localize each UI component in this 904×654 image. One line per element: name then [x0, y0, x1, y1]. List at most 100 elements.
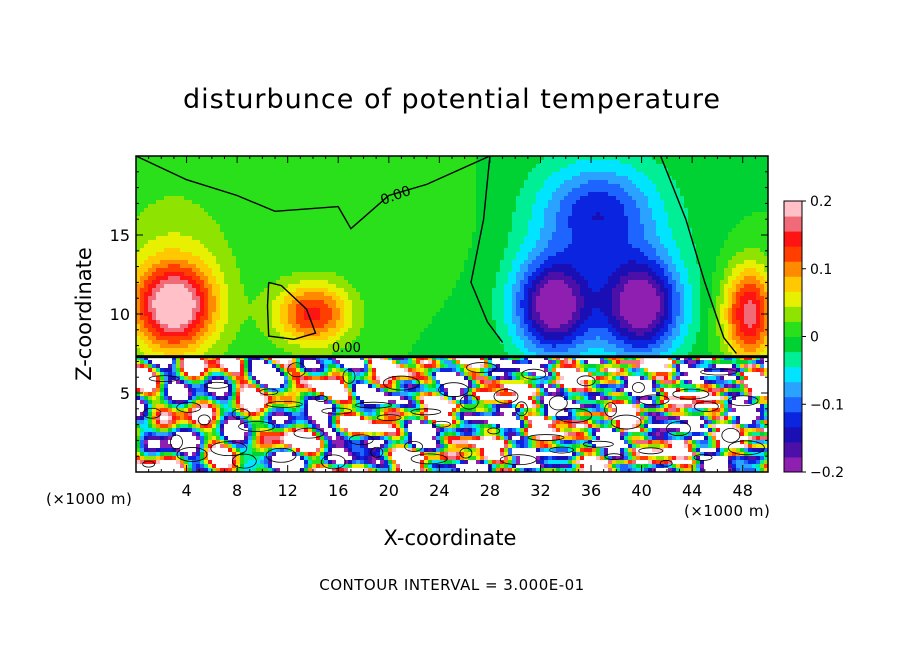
bl-contour — [515, 401, 528, 417]
bl-contour — [176, 401, 202, 413]
bl-contour — [521, 368, 547, 380]
bl-contour — [727, 395, 759, 407]
bl-contour — [265, 400, 303, 408]
colorbar-swatch — [784, 291, 802, 307]
bl-contour — [370, 446, 384, 458]
colorbar-swatch — [784, 336, 802, 353]
x-axis-label: X-coordinate — [383, 526, 517, 550]
x-tick-label: 32 — [530, 481, 550, 500]
bl-contour — [666, 421, 691, 437]
y-tick-label: 5 — [120, 384, 130, 403]
bl-contour — [142, 460, 156, 468]
colorbar-swatch — [784, 216, 802, 232]
bl-contour — [659, 459, 673, 467]
colorbar-tick-label: −0.1 — [810, 397, 844, 413]
contour-line-0 — [136, 156, 491, 230]
bl-contour — [499, 454, 537, 466]
colorbar-tick-label: −0.2 — [810, 465, 844, 481]
y-tick-label: 10 — [110, 305, 130, 324]
bl-contour — [287, 362, 307, 378]
colorbar-swatch — [784, 246, 802, 262]
x-tick-label: 48 — [733, 481, 753, 500]
bl-contour — [638, 394, 670, 406]
bl-contour — [176, 447, 208, 462]
colorbar-tick-label: 0 — [810, 330, 819, 346]
chart-title: disturbunce of potential temperature — [183, 84, 721, 115]
x-tick-label: 40 — [631, 481, 651, 500]
bl-contour — [238, 421, 275, 432]
bl-contour — [148, 375, 180, 383]
contour-lines: 0.000.00 — [136, 156, 768, 470]
x-unit-left: (×1000 m) — [46, 490, 133, 508]
bl-contour — [610, 414, 642, 430]
bl-contour — [210, 441, 248, 457]
colorbar-swatch — [784, 276, 802, 292]
bl-contour — [342, 369, 356, 384]
colorbar-swatch — [784, 306, 802, 322]
bl-contour — [604, 453, 624, 461]
bl-contour — [727, 440, 765, 456]
colorbar-tick-label: 0.1 — [810, 262, 832, 278]
y-axis-label: Z-coordinate — [72, 247, 96, 381]
bl-contour — [376, 414, 402, 422]
bl-contour — [404, 441, 423, 452]
colorbar-swatch — [784, 426, 802, 443]
colorbar-tick-label: 0.2 — [810, 194, 832, 210]
bl-contour — [527, 434, 565, 441]
colorbar-swatch — [784, 231, 802, 247]
x-tick-label: 24 — [429, 481, 449, 500]
x-tick-label: 8 — [232, 481, 242, 500]
bl-contour — [259, 388, 279, 396]
heatmap-field — [136, 156, 768, 472]
x-tick-label: 16 — [328, 481, 348, 500]
colorbar-swatch — [784, 441, 802, 458]
bl-contour — [431, 420, 451, 428]
x-tick-label: 4 — [181, 481, 191, 500]
colorbar-swatch — [784, 381, 802, 398]
x-tick-label: 28 — [480, 481, 500, 500]
bl-contour — [410, 453, 448, 465]
x-axis: 4 8 12 16 20 24 28 32 36 40 44 48 — [135, 156, 769, 500]
bl-contour — [582, 440, 614, 448]
contour-interval-note: CONTOUR INTERVAL = 3.000E-01 — [319, 576, 585, 594]
bl-contour — [142, 407, 162, 419]
bl-contour — [170, 434, 183, 450]
colorbar-swatch — [784, 396, 802, 413]
contour-line-1 — [470, 156, 504, 343]
colorbar-swatch — [784, 261, 802, 277]
bl-contour — [638, 447, 664, 455]
bl-contour — [348, 434, 374, 446]
colorbar-swatch — [784, 411, 802, 428]
bl-contour — [321, 454, 346, 470]
bl-contour — [204, 381, 229, 389]
bl-contour — [197, 414, 211, 426]
y-tick-label: 15 — [110, 226, 130, 245]
colorbar-swatch — [784, 351, 802, 368]
x-tick-label: 20 — [379, 481, 399, 500]
bl-contour — [493, 388, 519, 404]
bl-contour — [700, 368, 737, 376]
contour-label: 0.00 — [332, 341, 361, 356]
bl-contour — [265, 447, 297, 463]
y-axis: 5 10 15 — [110, 155, 768, 473]
bl-contour — [693, 454, 713, 461]
bl-contour — [459, 447, 473, 459]
bl-contour — [693, 401, 719, 412]
bl-contour — [231, 453, 257, 469]
bl-contour — [410, 408, 442, 416]
bl-contour — [438, 382, 470, 398]
colorbar: −0.2 −0.1 0 0.1 0.2 — [783, 194, 844, 481]
colorbar-swatch — [784, 456, 802, 473]
bl-contour — [549, 446, 574, 454]
x-tick-label: 44 — [682, 481, 702, 500]
x-tick-label: 36 — [581, 481, 601, 500]
bl-contour — [314, 395, 328, 402]
contour-line-2 — [659, 156, 737, 354]
x-unit-right: (×1000 m) — [684, 502, 771, 520]
bl-contour — [321, 407, 353, 415]
bl-contour — [487, 427, 501, 435]
colorbar-swatch — [784, 321, 802, 337]
bl-contour — [231, 408, 251, 420]
